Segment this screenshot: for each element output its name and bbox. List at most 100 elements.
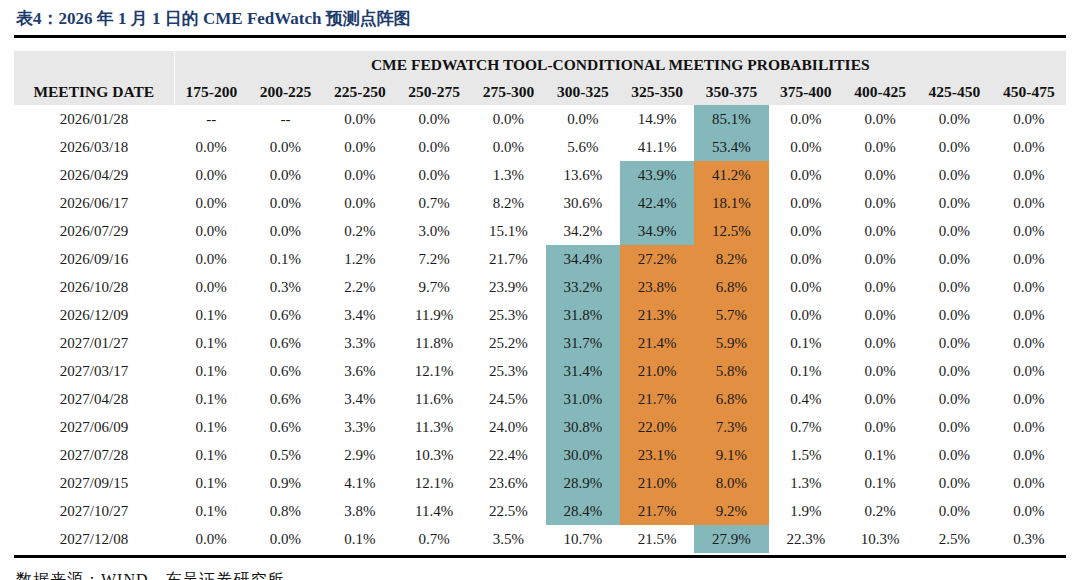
probability-cell: 0.0% [992,413,1066,441]
probability-cell: 8.2% [471,189,545,217]
rate-range-header: 175-200 [174,78,248,105]
rate-range-header: 275-300 [471,78,545,105]
probability-cell: 0.1% [769,357,843,385]
probability-cell: 0.8% [248,497,322,525]
probability-cell: 0.0% [843,105,917,133]
probability-cell: 11.8% [397,329,471,357]
probability-cell: 31.7% [546,329,620,357]
probability-cell: 1.3% [769,469,843,497]
table-row: 2027/03/170.1%0.6%3.6%12.1%25.3%31.4%21.… [14,357,1066,385]
probability-cell: 0.0% [917,497,991,525]
probability-cell: 0.0% [323,105,397,133]
probability-cell: 22.4% [471,441,545,469]
probability-cell: 0.1% [174,357,248,385]
probability-cell: 28.4% [546,497,620,525]
probability-cell: 0.0% [323,189,397,217]
probability-cell: 24.0% [471,413,545,441]
probability-cell: 18.1% [694,189,768,217]
meeting-date-cell: 2026/03/18 [14,133,174,161]
probability-cell: 0.1% [843,469,917,497]
probability-cell: 0.0% [917,133,991,161]
probability-cell: 0.0% [917,105,991,133]
probability-cell: 0.0% [917,245,991,273]
probability-cell: 1.5% [769,441,843,469]
probability-cell: 10.3% [843,525,917,553]
probability-cell: 0.3% [248,273,322,301]
probability-cell: 0.0% [917,161,991,189]
column-header-row: MEETING DATE 175-200200-225225-250250-27… [14,78,1066,105]
probability-cell: 0.0% [917,413,991,441]
rate-range-header: 300-325 [546,78,620,105]
probability-cell: 5.6% [546,133,620,161]
probability-cell: 7.2% [397,245,471,273]
probability-cell: 0.0% [174,161,248,189]
table-body: 2026/01/28----0.0%0.0%0.0%0.0%14.9%85.1%… [14,105,1066,553]
probability-cell: 0.0% [323,133,397,161]
probability-cell: 23.9% [471,273,545,301]
probability-cell: 3.4% [323,385,397,413]
probability-cell: 12.5% [694,217,768,245]
probability-cell: 14.9% [620,105,694,133]
probability-cell: 0.6% [248,329,322,357]
probability-cell: 0.5% [248,441,322,469]
probability-cell: 0.0% [174,133,248,161]
meeting-date-cell: 2027/03/17 [14,357,174,385]
probability-cell: 0.6% [248,385,322,413]
probability-cell: 0.0% [843,189,917,217]
probability-cell: 0.0% [917,301,991,329]
probability-cell: 22.3% [769,525,843,553]
probability-cell: 27.2% [620,245,694,273]
probability-cell: 30.0% [546,441,620,469]
source-note: 数据来源：WIND，东吴证券研究所 [14,558,1066,580]
probability-cell: 0.7% [397,525,471,553]
fedwatch-probability-table: CME FEDWATCH TOOL-CONDITIONAL MEETING PR… [14,51,1066,553]
probability-cell: 0.1% [174,385,248,413]
table-row: 2026/06/170.0%0.0%0.0%0.7%8.2%30.6%42.4%… [14,189,1066,217]
probability-cell: 12.1% [397,469,471,497]
probability-cell: 23.6% [471,469,545,497]
table-row: 2026/07/290.0%0.0%0.2%3.0%15.1%34.2%34.9… [14,217,1066,245]
table-row: 2026/09/160.0%0.1%1.2%7.2%21.7%34.4%27.2… [14,245,1066,273]
probability-cell: 0.0% [917,469,991,497]
probability-cell: 0.2% [323,217,397,245]
meeting-date-cell: 2027/09/15 [14,469,174,497]
meeting-date-header: MEETING DATE [14,78,174,105]
probability-cell: 3.0% [397,217,471,245]
probability-cell: 0.4% [769,385,843,413]
probability-cell: 0.0% [174,245,248,273]
table-row: 2027/09/150.1%0.9%4.1%12.1%23.6%28.9%21.… [14,469,1066,497]
probability-cell: 4.1% [323,469,397,497]
probability-cell: 0.1% [174,497,248,525]
meeting-date-cell: 2026/01/28 [14,105,174,133]
probability-cell: 23.1% [620,441,694,469]
meeting-date-cell: 2027/10/27 [14,497,174,525]
probability-cell: 0.0% [992,189,1066,217]
probability-cell: 0.0% [843,385,917,413]
probability-cell: 0.0% [917,189,991,217]
probability-cell: 0.0% [917,273,991,301]
meeting-date-cell: 2026/09/16 [14,245,174,273]
probability-cell: 34.2% [546,217,620,245]
probability-cell: 0.0% [917,357,991,385]
probability-cell: 21.4% [620,329,694,357]
report-figure: 表4：2026 年 1 月 1 日的 CME FedWatch 预测点阵图 CM… [0,0,1080,580]
probability-cell: 3.4% [323,301,397,329]
probability-cell: 0.1% [174,301,248,329]
probability-cell: 0.0% [917,385,991,413]
probability-cell: 23.8% [620,273,694,301]
probability-cell: 85.1% [694,105,768,133]
table-row: 2026/03/180.0%0.0%0.0%0.0%0.0%5.6%41.1%5… [14,133,1066,161]
table-row: 2027/10/270.1%0.8%3.8%11.4%22.5%28.4%21.… [14,497,1066,525]
probability-cell: 0.1% [174,413,248,441]
meeting-date-cell: 2027/04/28 [14,385,174,413]
probability-cell: 30.8% [546,413,620,441]
probability-cell: 0.0% [917,329,991,357]
probability-cell: 0.7% [769,413,843,441]
probability-cell: 0.0% [843,329,917,357]
probability-cell: 0.0% [248,217,322,245]
probability-cell: 15.1% [471,217,545,245]
probability-cell: 0.0% [248,525,322,553]
rate-range-header: 375-400 [769,78,843,105]
rate-range-header: 225-250 [323,78,397,105]
probability-cell: 9.7% [397,273,471,301]
